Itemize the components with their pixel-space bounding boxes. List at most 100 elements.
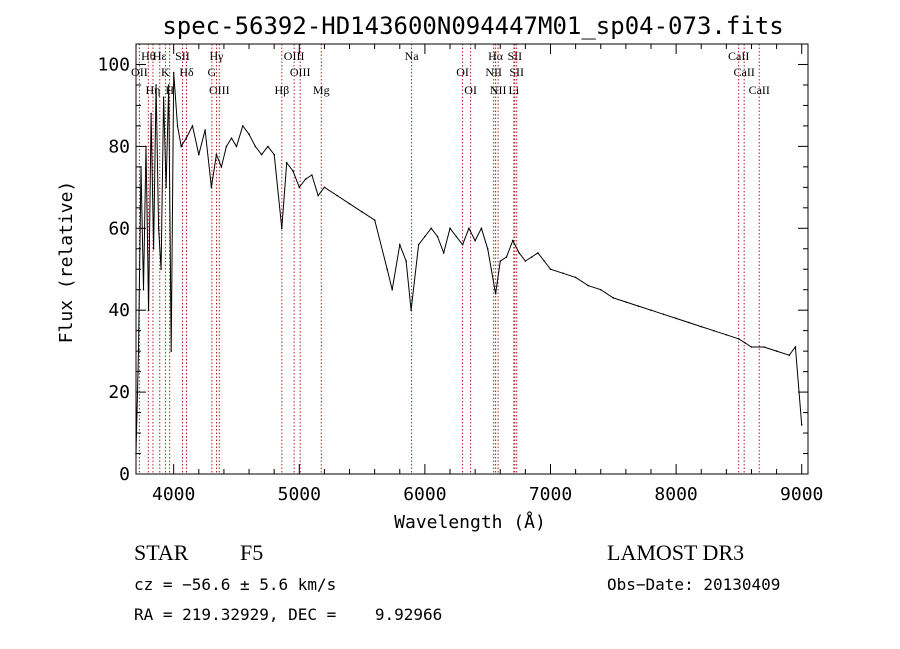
line-marker-label: OII xyxy=(131,65,148,79)
x-tick-label: 9000 xyxy=(780,484,823,505)
data-point xyxy=(254,145,257,148)
line-marker-label: SII xyxy=(175,49,190,63)
line-marker-label: CaII xyxy=(734,65,755,79)
y-tick-label: 100 xyxy=(97,54,130,75)
data-point xyxy=(235,145,238,148)
data-point xyxy=(230,137,233,139)
data-point xyxy=(480,227,483,230)
data-point xyxy=(225,145,228,148)
data-point xyxy=(543,260,545,262)
data-point xyxy=(549,268,552,271)
data-point xyxy=(285,162,288,164)
data-point xyxy=(612,297,615,299)
data-point xyxy=(537,252,539,254)
line-marker-label: SII xyxy=(507,49,522,63)
data-point xyxy=(436,235,439,238)
line-marker-label: OIII xyxy=(284,49,305,63)
data-point xyxy=(292,170,294,172)
data-point xyxy=(417,243,420,246)
data-point xyxy=(455,235,458,238)
data-point xyxy=(449,227,451,230)
data-point xyxy=(155,84,157,86)
line-marker-label: OI xyxy=(464,83,477,97)
data-point xyxy=(599,288,602,291)
line-marker-label: CaII xyxy=(749,83,770,97)
data-point xyxy=(505,256,508,258)
data-point xyxy=(260,153,263,156)
data-point xyxy=(157,227,160,230)
data-point xyxy=(142,288,145,291)
data-point xyxy=(662,313,665,316)
data-point xyxy=(562,272,564,275)
data-point xyxy=(361,211,363,213)
data-point xyxy=(687,321,690,324)
data-point xyxy=(391,288,394,291)
x-tick-label: 6000 xyxy=(403,484,446,505)
data-point xyxy=(713,329,715,332)
data-point xyxy=(494,293,497,295)
data-point xyxy=(530,256,533,258)
data-point xyxy=(738,338,740,340)
data-point xyxy=(281,227,283,230)
data-point xyxy=(160,268,162,271)
line-marker-label: NII xyxy=(485,65,502,79)
data-point xyxy=(348,202,351,205)
data-point xyxy=(336,194,338,197)
data-point xyxy=(518,252,520,254)
data-point xyxy=(512,239,514,242)
data-point xyxy=(172,71,175,74)
data-point xyxy=(152,248,155,250)
line-marker-label: OIII xyxy=(209,83,230,97)
data-point xyxy=(461,243,464,246)
data-point xyxy=(176,125,179,127)
line-marker-label: OI xyxy=(456,65,469,79)
line-marker-label: OIII xyxy=(290,65,311,79)
data-point xyxy=(165,186,167,189)
y-axis-label: Flux (relative) xyxy=(56,181,77,344)
data-point xyxy=(750,346,753,348)
data-point xyxy=(167,84,170,86)
data-point xyxy=(788,354,790,357)
axes: 4000 5000 6000 7000 8000 9000 0 20 40 60 80 100 xyxy=(97,44,823,505)
data-point xyxy=(800,424,803,426)
data-point xyxy=(625,301,627,303)
y-tick-label: 0 xyxy=(119,464,130,485)
data-point xyxy=(317,194,319,197)
data-point xyxy=(373,219,376,221)
data-point xyxy=(399,243,401,246)
data-point xyxy=(311,174,313,176)
line-marker-label: G xyxy=(208,65,217,79)
line-marker-label: Hθ xyxy=(141,49,156,63)
line-marker-label: Mg xyxy=(313,83,330,97)
data-point xyxy=(162,96,165,98)
line-marker-label: Hγ xyxy=(210,49,225,63)
y-tick-label: 60 xyxy=(108,218,130,239)
data-point xyxy=(298,186,301,189)
data-point xyxy=(700,325,702,328)
data-point xyxy=(267,145,269,148)
line-marker-label: Hβ xyxy=(274,83,289,97)
data-point xyxy=(794,346,797,348)
line-marker-label: H xyxy=(165,83,174,97)
data-point xyxy=(180,145,182,148)
data-point xyxy=(191,125,194,127)
y-tick-label: 40 xyxy=(108,300,130,321)
plot-frame xyxy=(135,43,809,475)
data-point xyxy=(574,276,577,279)
data-point xyxy=(442,252,445,254)
data-point xyxy=(725,334,728,336)
line-marker-label: K xyxy=(161,65,170,79)
spectrum-series xyxy=(135,71,803,455)
data-point xyxy=(198,153,200,156)
data-point xyxy=(486,248,489,250)
chart-title: spec-56392-HD143600N094447M01_sp04-073.f… xyxy=(162,12,783,40)
data-point xyxy=(430,227,433,230)
survey-name: LAMOST DR3 xyxy=(607,540,745,565)
data-point xyxy=(210,186,213,189)
object-class: STAR xyxy=(134,540,189,565)
line-marker-label: Hε xyxy=(153,49,167,63)
data-point xyxy=(650,309,652,312)
x-tick-label: 7000 xyxy=(529,484,572,505)
x-tick-label: 5000 xyxy=(278,484,321,505)
